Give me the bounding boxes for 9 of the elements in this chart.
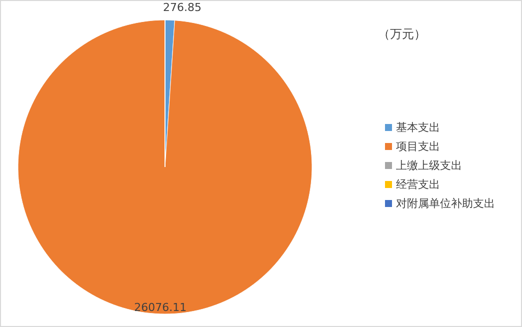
pie-slice (18, 20, 312, 314)
legend-label: 项目支出 (396, 140, 440, 154)
legend-label: 基本支出 (396, 121, 440, 134)
legend-label: 经营支出 (396, 178, 440, 192)
data-label: 26076.11 (134, 300, 187, 314)
legend-label: 对附属单位补助支出 (396, 197, 495, 210)
text: （万元） (378, 27, 426, 41)
data-label: 276.85 (162, 1, 202, 14)
legend-label: 上缴上级支出 (396, 159, 462, 172)
